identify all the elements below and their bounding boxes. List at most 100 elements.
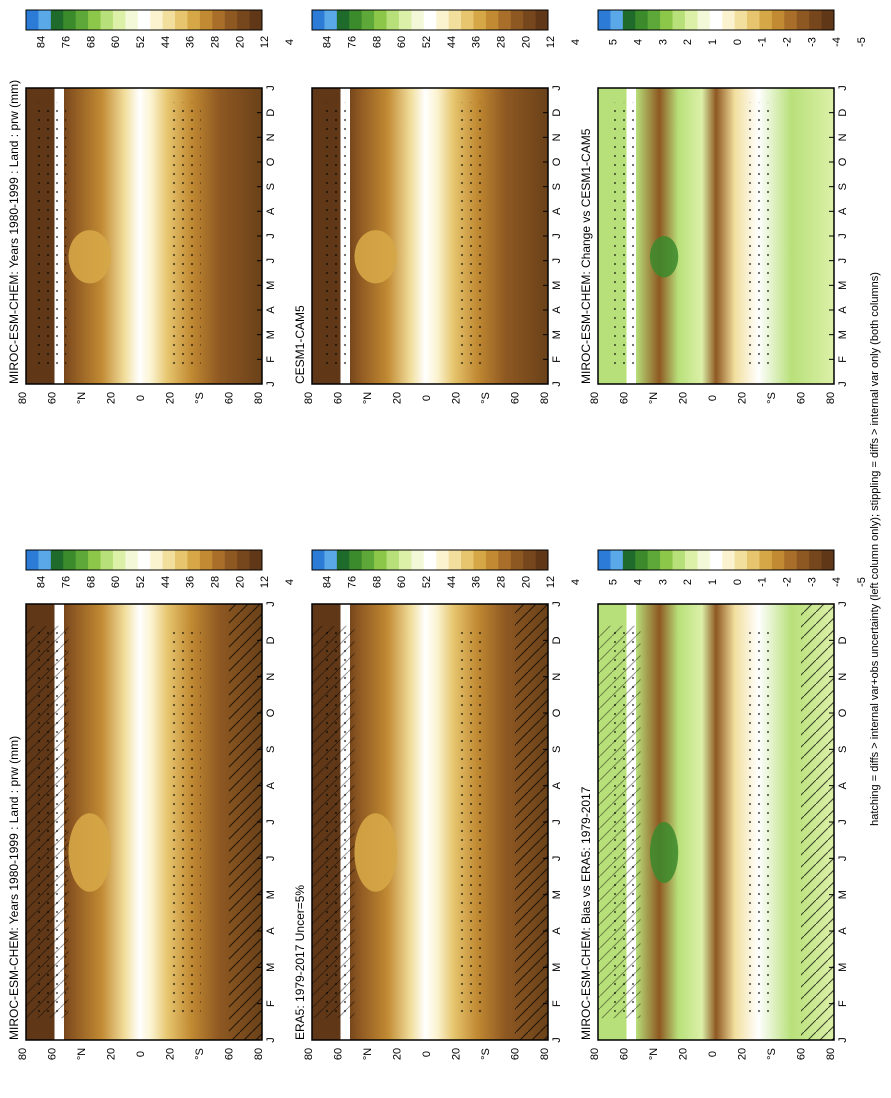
month-tick-label: N xyxy=(551,133,563,141)
colorbar-swatch xyxy=(722,10,736,30)
colorbar-swatch xyxy=(635,550,649,570)
month-tick-label: F xyxy=(265,1000,277,1007)
colorbar-label: 2 xyxy=(682,579,694,585)
colorbar-swatch xyxy=(175,550,188,570)
colorbar-swatch xyxy=(535,550,549,570)
colorbar-label: 84 xyxy=(36,576,48,588)
colorbar-swatch xyxy=(598,550,611,570)
month-tick-label: J xyxy=(551,856,563,862)
panel-title: MIROC-ESM-CHEM: Years 1980-1999 : Land :… xyxy=(7,736,21,1040)
colorbar-swatch xyxy=(100,550,114,570)
colorbar-swatch xyxy=(660,10,674,30)
month-tick-label: M xyxy=(551,890,563,899)
colorbar-swatch xyxy=(647,550,661,570)
month-tick-label: J xyxy=(265,233,277,239)
colorbar-swatch xyxy=(771,10,785,30)
month-tick-label: S xyxy=(551,183,563,190)
colorbar-label: 60 xyxy=(110,576,122,588)
month-tick-label: S xyxy=(551,746,563,753)
colorbar-swatch xyxy=(88,10,102,30)
colorbar-swatch xyxy=(734,10,748,30)
month-tick-label: F xyxy=(837,356,849,363)
colorbar-swatch xyxy=(510,550,524,570)
lat-tick-label: 80 xyxy=(825,392,837,404)
stippling xyxy=(37,102,67,370)
colorbar-swatch xyxy=(510,10,524,30)
colorbar-label: 12 xyxy=(259,576,271,588)
colorbar-swatch xyxy=(38,550,52,570)
stippling xyxy=(172,625,201,1019)
panel-title: CESM1-CAM5 xyxy=(293,305,307,384)
colorbar-label: 76 xyxy=(346,576,358,588)
colorbar-label: 20 xyxy=(520,576,532,588)
hatching xyxy=(800,604,834,1040)
month-tick-label: M xyxy=(551,963,563,972)
month-tick-label: S xyxy=(837,183,849,190)
colorbar-label: 2 xyxy=(682,39,694,45)
lat-tick-label: 80 xyxy=(589,1048,601,1060)
colorbar: 84 76 68 60 52 44 36 28 20 12 4 xyxy=(311,9,582,48)
colorbar-frame xyxy=(597,549,835,571)
colorbar-swatch xyxy=(722,550,736,570)
month-tick-label: A xyxy=(551,781,563,789)
month-tick-label: J xyxy=(551,601,563,607)
colorbar-label: -2 xyxy=(782,37,794,47)
colorbar-swatch xyxy=(38,10,52,30)
hatching xyxy=(26,625,69,1019)
colorbar-label: 28 xyxy=(496,576,508,588)
lat-tick-label: 80 xyxy=(303,392,315,404)
month-tick-label: J xyxy=(551,1037,563,1043)
colorbar-swatch xyxy=(411,550,425,570)
colorbar-swatch xyxy=(423,550,437,570)
lat-tick-label: 60 xyxy=(224,392,236,404)
lat-tick-label: 60 xyxy=(796,392,808,404)
colorbar-label: 28 xyxy=(210,576,222,588)
colorbar-label: 20 xyxy=(520,36,532,48)
month-tick-label: S xyxy=(837,746,849,753)
colorbar-label: -4 xyxy=(831,577,843,587)
lat-tick-label: 60 xyxy=(47,392,59,404)
lat-tick-label: 20 xyxy=(737,1048,749,1060)
month-tick-label: M xyxy=(265,281,277,290)
month-tick-label: M xyxy=(837,963,849,972)
colorbar-swatch xyxy=(386,550,400,570)
colorbar-swatch xyxy=(50,550,64,570)
lat-tick-label: 20 xyxy=(392,392,404,404)
month-tick-label: J xyxy=(837,85,849,91)
lat-tick-label: °S xyxy=(194,392,206,404)
colorbar-label: 68 xyxy=(85,576,97,588)
colorbar-label: 0 xyxy=(732,579,744,585)
month-tick-label: M xyxy=(265,963,277,972)
lat-tick-label: 20 xyxy=(737,392,749,404)
colorbar-label: 36 xyxy=(471,36,483,48)
hatching xyxy=(514,604,548,1040)
month-tick-label: J xyxy=(551,233,563,239)
month-tick-label: A xyxy=(265,207,277,215)
lat-tick-label: 20 xyxy=(678,1048,690,1060)
colorbar-swatch xyxy=(212,10,226,30)
colorbar-label: 52 xyxy=(421,576,433,588)
colorbar-label: 36 xyxy=(185,576,197,588)
colorbar-label: 1 xyxy=(707,39,719,45)
colorbar-swatch xyxy=(821,10,835,30)
anomaly-blob xyxy=(649,822,679,884)
month-tick-label: J xyxy=(265,819,277,825)
colorbar-label: 12 xyxy=(545,576,557,588)
colorbar-label: 28 xyxy=(210,36,222,48)
colorbar-label: -3 xyxy=(806,37,818,47)
month-tick-label: M xyxy=(837,890,849,899)
month-tick-label: J xyxy=(837,258,849,264)
colorbar-label: 44 xyxy=(446,576,458,588)
colorbar-label: 36 xyxy=(185,36,197,48)
month-tick-label: A xyxy=(837,781,849,789)
colorbar-label: 84 xyxy=(36,36,48,48)
lat-tick-label: °S xyxy=(480,1048,492,1060)
colorbar-label: 60 xyxy=(110,36,122,48)
colorbar: 84 76 68 60 52 44 36 28 20 12 4 xyxy=(25,549,296,588)
colorbar-label: -1 xyxy=(757,577,769,587)
month-tick-label: J xyxy=(837,233,849,239)
lat-tick-label: 80 xyxy=(253,392,265,404)
colorbar-swatch xyxy=(199,550,213,570)
